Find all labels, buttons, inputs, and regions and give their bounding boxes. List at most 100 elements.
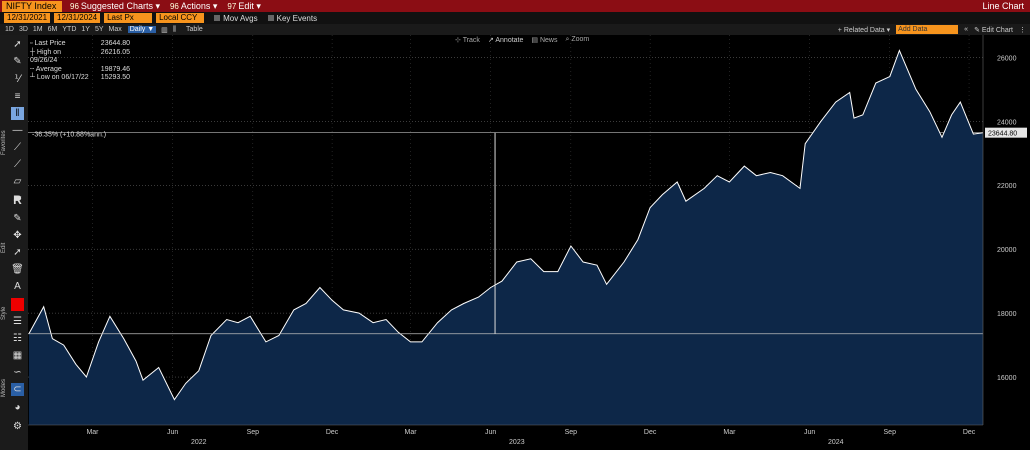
period-bar: 1D 3D 1M 6M YTD 1Y 5Y Max Daily ▼ ▥ ⫼ Ta…	[0, 24, 1030, 35]
ticker-field[interactable]: NIFTY Index	[2, 0, 62, 12]
drawing-toolbar: ➚ ✎ ⅟ ≡ ‖ — ⟋ ⟋ ▱ ▰ R ✎ ✥ ➚ 🗑 A ☰ ☷ ▦ ∽ …	[0, 35, 28, 450]
frequency-select[interactable]: Daily ▼	[127, 26, 157, 33]
style-label: Style	[1, 306, 7, 320]
track-button[interactable]: ⊹ Track	[455, 37, 480, 44]
fib-icon[interactable]: ⅟	[14, 74, 21, 85]
horizontal-line-icon[interactable]: —	[12, 125, 23, 136]
y-tick-label: 18000	[997, 311, 1017, 318]
period-ytd[interactable]: YTD	[62, 26, 77, 33]
edit-menu[interactable]: 97 Edit ▾	[227, 0, 261, 11]
collapse-icon[interactable]: «	[964, 26, 969, 33]
annotation-label: -36.35% (+10.88%ann.)	[32, 132, 106, 139]
y-axis: 16000 18000 20000 22000 24000 26000	[982, 35, 1017, 425]
news-button[interactable]: ▤ News	[531, 37, 558, 44]
chart-type-icon[interactable]: ▥	[161, 26, 168, 34]
select-icon[interactable]: ➚	[13, 247, 22, 258]
last-price-tag-label: 23644.80	[988, 131, 1017, 138]
color-swatch-icon[interactable]	[11, 298, 24, 311]
x-axis: Mar Jun Sep Dec Mar Jun Sep Dec Mar Jun Sep Dec 2022…	[28, 424, 983, 446]
legend-label: Average	[35, 65, 62, 73]
magnet-icon[interactable]: ⊂	[11, 383, 24, 396]
x-year-label: 2024	[828, 439, 844, 446]
legend-value: 19879.46	[100, 65, 130, 73]
checkbox-icon	[267, 15, 274, 21]
price-chart[interactable]: -36.35% (+10.88%ann.) 16000 18000 20000 220…	[28, 35, 1030, 450]
line-style-icon[interactable]: ☷	[13, 333, 22, 344]
x-tick-label: Dec	[644, 429, 657, 436]
x-year-label: 2022	[191, 439, 207, 446]
key-events-toggle[interactable]: Key Events	[267, 14, 317, 23]
settings-gear-icon[interactable]: ⚙	[13, 421, 22, 432]
period-6m[interactable]: 6M	[47, 26, 58, 33]
y-tick-label: 16000	[997, 375, 1017, 382]
related-data-button[interactable]: + Related Data ▾	[837, 26, 891, 34]
channel-icon[interactable]: ▱	[13, 176, 22, 187]
controls-bar: 12/31/2021 12/31/2024 Last Px Local CCY …	[0, 12, 1030, 24]
x-tick-label: Dec	[326, 429, 339, 436]
line-weight-icon[interactable]: ☰	[13, 316, 22, 327]
period-1m[interactable]: 1M	[32, 26, 43, 33]
levels-icon[interactable]: ≡	[14, 91, 21, 102]
curve-icon[interactable]: ∽	[13, 367, 22, 378]
header-bar: NIFTY Index 96 Suggested Charts ▾ 96 Actio…	[0, 0, 1030, 12]
right-controls: + Related Data ▾ Add Data « ✎ Edit Chart…	[838, 25, 1026, 34]
pointer-icon[interactable]: ➚	[13, 39, 22, 50]
legend-row: ┼ High on 09/26/24 26216.05	[30, 48, 130, 65]
y-tick-label: 26000	[997, 55, 1017, 62]
actions-menu[interactable]: 96 Actions ▾	[169, 0, 218, 11]
text-r-icon[interactable]: R	[13, 193, 22, 207]
legend-row: ▫ Last Price 23644.80	[30, 40, 130, 47]
pattern-icon[interactable]: ▦	[12, 350, 23, 361]
move-icon[interactable]: ✥	[13, 230, 22, 241]
period-1y[interactable]: 1Y	[81, 26, 90, 33]
pen-icon[interactable]: ✎	[13, 56, 22, 67]
legend-value: 23644.80	[100, 40, 130, 47]
period-5y[interactable]: 5Y	[94, 26, 104, 33]
chart-type-title: Line Chart	[982, 1, 1024, 11]
more-icon[interactable]: ⋮	[1019, 26, 1026, 34]
period-1d[interactable]: 1D	[5, 26, 14, 33]
palette-icon[interactable]: ◕	[14, 402, 21, 413]
font-icon[interactable]: A	[14, 281, 21, 292]
annotate-button[interactable]: ↗ Annotate	[487, 37, 524, 44]
end-date-field[interactable]: 12/31/2024	[54, 13, 101, 23]
legend-row: ┴ Low on 06/17/22 15293.50	[30, 74, 130, 81]
period-3d[interactable]: 3D	[18, 26, 28, 33]
legend-label: High on 09/26/24	[30, 48, 62, 65]
chart-menu: ⊹ Track ↗ Annotate ▤ News ⌕ Zoom	[455, 36, 589, 44]
checkbox-icon	[214, 15, 221, 21]
period-max[interactable]: Max	[108, 26, 122, 33]
candle-icon[interactable]: ⫼	[172, 25, 177, 33]
table-button[interactable]: Table	[186, 26, 203, 33]
edit-chart-button[interactable]: ✎ Edit Chart	[974, 26, 1013, 34]
x-tick-label: Mar	[723, 429, 736, 436]
legend-value: 26216.05	[100, 48, 130, 56]
mov-avgs-toggle[interactable]: Mov Avgs	[214, 14, 258, 23]
legend-value: 15293.50	[100, 74, 130, 81]
ray-icon[interactable]: ⟋	[14, 159, 21, 170]
favorites-label: Favorites	[1, 130, 7, 155]
legend-label: Low on 06/17/22	[36, 74, 89, 81]
price-line	[28, 49, 984, 401]
x-year-label: 2023	[509, 439, 525, 446]
x-tick-label: Sep	[884, 429, 897, 436]
x-tick-label: Jun	[804, 429, 815, 436]
x-tick-label: Mar	[404, 429, 417, 436]
trend-line-icon[interactable]: ⟋	[14, 142, 21, 153]
trash-icon[interactable]: 🗑	[11, 264, 24, 275]
add-data-input[interactable]: Add Data	[896, 25, 959, 34]
currency-select[interactable]: Local CCY	[156, 13, 205, 23]
y-tick-label: 22000	[997, 183, 1017, 190]
draw-icon[interactable]: ✎	[13, 213, 22, 224]
edit-label: Edit	[1, 242, 7, 253]
x-tick-label: Jun	[167, 429, 178, 436]
suggested-charts-menu[interactable]: 96 Suggested Charts ▾	[70, 0, 160, 11]
zoom-button[interactable]: ⌕ Zoom	[565, 36, 590, 43]
band-icon[interactable]: ▰	[13, 193, 22, 204]
price-field-select[interactable]: Last Px	[104, 13, 153, 23]
last-price-tag: 23644.80	[985, 127, 1027, 138]
start-date-field[interactable]: 12/31/2021	[4, 13, 51, 23]
header-menu: 96 Suggested Charts ▾ 96 Actions ▾ 97 Edit …	[70, 1, 261, 12]
x-tick-label: Jun	[485, 429, 496, 436]
vertical-line-icon[interactable]: ‖	[11, 107, 24, 120]
